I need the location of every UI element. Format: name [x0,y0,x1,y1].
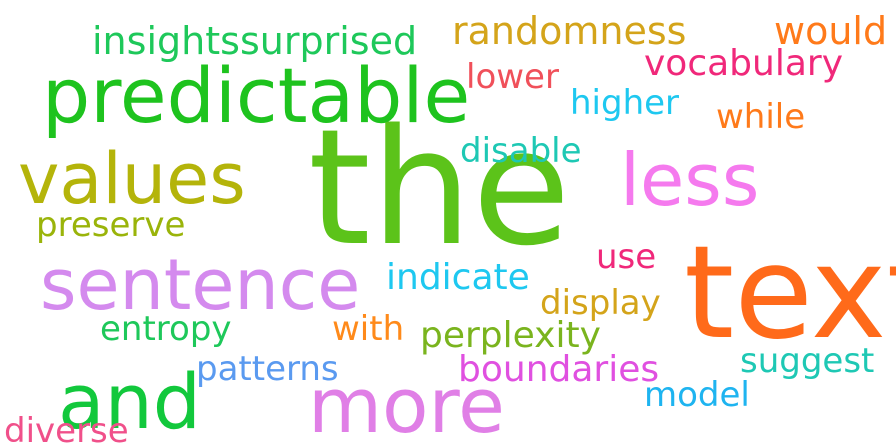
word-and: and [58,357,201,446]
word-randomness: randomness [452,9,687,53]
word-while: while [716,97,806,137]
word-vocabulary: vocabulary [644,43,844,84]
word-less: less [620,138,760,222]
word-lower: lower [466,57,559,97]
word-would: would [774,9,888,53]
word-with: with [332,309,405,349]
word-surprised: surprised [240,19,418,63]
word-perplexity: perplexity [420,315,601,356]
word-patterns: patterns [196,349,339,389]
word-disable: disable [460,131,582,171]
word-text: text [684,219,896,368]
word-predictable: predictable [42,51,471,140]
word-indicate: indicate [386,257,530,298]
word-preserve: preserve [36,205,186,245]
word-suggest: suggest [740,341,875,381]
word-more: more [308,361,505,448]
word-display: display [540,283,661,323]
word-higher: higher [570,83,680,123]
word-sentence: sentence [40,244,361,326]
word-the: the [308,94,571,281]
word-values: values [18,138,246,220]
word-model: model [644,375,750,415]
word-entropy: entropy [100,309,232,349]
word-insights: insights [92,19,240,63]
word-diverse: diverse [4,411,129,448]
word-use: use [596,237,657,277]
word-boundaries: boundaries [458,349,660,390]
